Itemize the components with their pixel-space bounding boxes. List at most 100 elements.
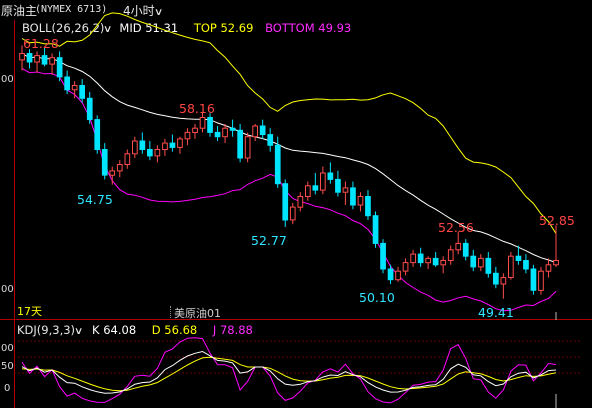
candle-body xyxy=(335,178,341,193)
candle-body xyxy=(515,255,522,262)
candle-body xyxy=(237,129,244,159)
boll-legend: BOLL(26,26,2)∨ MID 51.31 TOP 52.69 BOTTO… xyxy=(22,21,351,35)
candle-body xyxy=(500,277,507,285)
candle xyxy=(485,251,492,278)
candle-body xyxy=(101,149,108,176)
candle-body xyxy=(350,187,356,206)
price-axis-label-bottom: 00 xyxy=(1,284,14,295)
candle xyxy=(297,192,304,212)
candle xyxy=(49,53,55,75)
candle-body xyxy=(553,260,559,266)
candle-body xyxy=(357,196,364,206)
candle xyxy=(493,266,499,289)
candle-body xyxy=(425,257,431,264)
chevron-down-icon[interactable]: ∨ xyxy=(103,24,113,35)
kdj-k-value: K 64.08 xyxy=(92,323,137,337)
high-annotation-1: 61.28 xyxy=(23,36,59,51)
candlesticks xyxy=(19,45,559,299)
candle xyxy=(147,140,153,161)
period-selector[interactable]: 4小时∨ xyxy=(123,2,164,19)
kdj-axis-label-50: 50 xyxy=(1,361,14,372)
candle xyxy=(500,273,507,299)
candle-body xyxy=(71,85,78,91)
candle xyxy=(538,266,544,295)
candle-body xyxy=(462,242,469,257)
candle xyxy=(64,70,71,95)
candle xyxy=(199,111,206,133)
candle xyxy=(34,51,40,73)
candle xyxy=(357,192,364,212)
candle-body xyxy=(312,185,319,191)
candle xyxy=(252,123,259,141)
candle-body xyxy=(305,185,311,198)
candle-body xyxy=(267,134,274,146)
kdj-j-line xyxy=(21,337,557,404)
candle xyxy=(86,91,93,124)
low-annotation-2: 52.77 xyxy=(251,233,287,248)
instrument-code: (NYMEX 6713) xyxy=(35,4,108,15)
candle-body xyxy=(395,270,401,281)
candle-body xyxy=(154,149,161,157)
candle-body xyxy=(372,215,379,244)
chevron-down-icon[interactable]: ∨ xyxy=(73,326,84,337)
candle-body xyxy=(34,55,40,63)
candle xyxy=(19,45,25,71)
candle-body xyxy=(274,144,281,185)
candle-body xyxy=(26,53,33,63)
candle xyxy=(305,181,311,201)
candle xyxy=(372,211,379,248)
kdj-d-value: D 56.68 xyxy=(151,323,198,337)
candle-body xyxy=(124,153,131,166)
watermark-divider xyxy=(170,306,172,318)
candle xyxy=(365,190,371,220)
period-marker: 17天 xyxy=(17,305,42,318)
candle xyxy=(94,115,101,154)
candle-body xyxy=(162,142,168,151)
boll-bottom-line xyxy=(21,67,557,312)
candle-body xyxy=(49,57,55,65)
candle xyxy=(169,134,176,152)
title-bar: 原油主 (NYMEX 6713) 4小时∨ xyxy=(0,0,592,20)
candle-body xyxy=(320,172,326,191)
candle xyxy=(402,258,409,276)
candle xyxy=(71,81,78,99)
candle-body xyxy=(116,164,123,172)
candle xyxy=(229,119,236,137)
candle-body xyxy=(365,196,371,217)
boll-indicator-label[interactable]: BOLL(26,26,2) xyxy=(22,21,105,35)
chevron-down-icon[interactable]: ∨ xyxy=(153,7,164,18)
kdj-indicator-label[interactable]: KDJ(9,3,3) xyxy=(17,323,76,337)
kdj-j-value: J 78.88 xyxy=(212,323,253,337)
candle xyxy=(237,123,244,163)
candle-body xyxy=(94,119,101,150)
candle-body xyxy=(485,257,492,274)
boll-top-line xyxy=(21,12,557,234)
candle xyxy=(447,245,454,265)
candle-body xyxy=(229,127,236,131)
candle-body xyxy=(41,55,48,65)
candle-body xyxy=(289,206,296,221)
high-annotation-4: 52.85 xyxy=(539,213,575,228)
candle xyxy=(515,245,522,265)
candle xyxy=(350,181,356,210)
candle xyxy=(282,179,289,227)
candle-body xyxy=(538,270,544,291)
candle xyxy=(109,166,116,185)
candle-body xyxy=(139,140,146,150)
candle-body xyxy=(410,253,416,264)
candle-body xyxy=(147,149,153,157)
candle xyxy=(455,231,462,255)
candle xyxy=(101,143,108,180)
candle xyxy=(530,264,537,295)
candle-body xyxy=(455,242,462,251)
candle xyxy=(267,128,274,152)
candle xyxy=(508,251,514,280)
candle-body xyxy=(387,268,394,281)
candle-body xyxy=(470,255,477,268)
boll-lines xyxy=(21,12,557,312)
axes-grid xyxy=(0,20,592,408)
candle-body xyxy=(222,127,228,138)
candle xyxy=(545,258,552,278)
candle xyxy=(274,136,281,188)
